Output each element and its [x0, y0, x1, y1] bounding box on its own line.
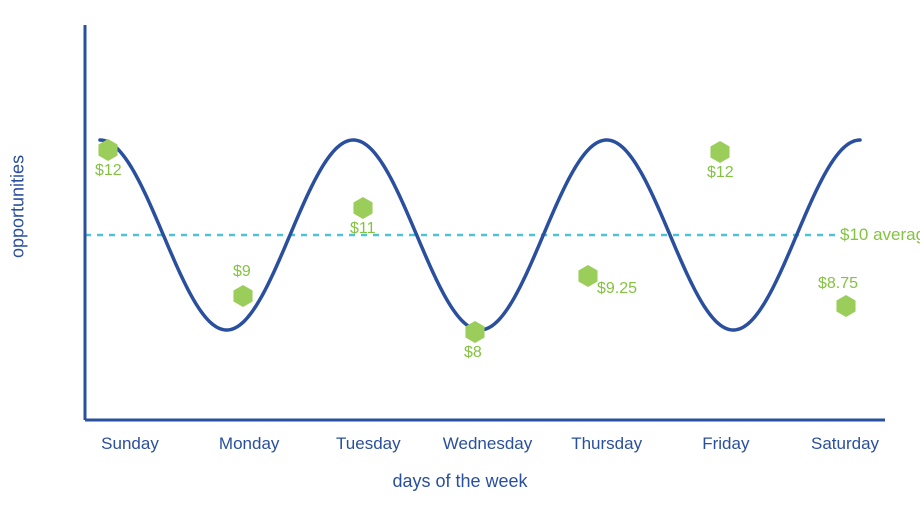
data-point-marker: [836, 295, 855, 317]
x-tick-label: Monday: [219, 434, 279, 454]
x-tick-label: Sunday: [101, 434, 159, 454]
data-point-marker: [710, 141, 729, 163]
data-point-label: $8.75: [818, 275, 858, 293]
data-point-label: $11: [350, 220, 376, 238]
x-tick-label: Wednesday: [443, 434, 532, 454]
x-tick-label: Tuesday: [336, 434, 401, 454]
data-point-marker: [578, 265, 597, 287]
x-tick-label: Thursday: [571, 434, 642, 454]
markers-group: [98, 139, 855, 343]
data-point-label: $9: [233, 263, 251, 281]
data-point-marker: [233, 285, 252, 307]
data-point-label: $9.25: [597, 280, 637, 298]
opportunities-chart: opportunities days of the week $10 avera…: [0, 0, 920, 516]
x-axis-label: days of the week: [0, 471, 920, 492]
data-point-marker: [98, 139, 117, 161]
x-tick-label: Friday: [702, 434, 749, 454]
data-point-label: $12: [95, 162, 122, 180]
y-axis-label: opportunities: [8, 155, 29, 258]
average-label: $10 average: [840, 225, 920, 245]
data-point-label: $12: [707, 164, 734, 182]
x-tick-label: Saturday: [811, 434, 879, 454]
data-point-marker: [353, 197, 372, 219]
data-point-label: $8: [464, 344, 482, 362]
